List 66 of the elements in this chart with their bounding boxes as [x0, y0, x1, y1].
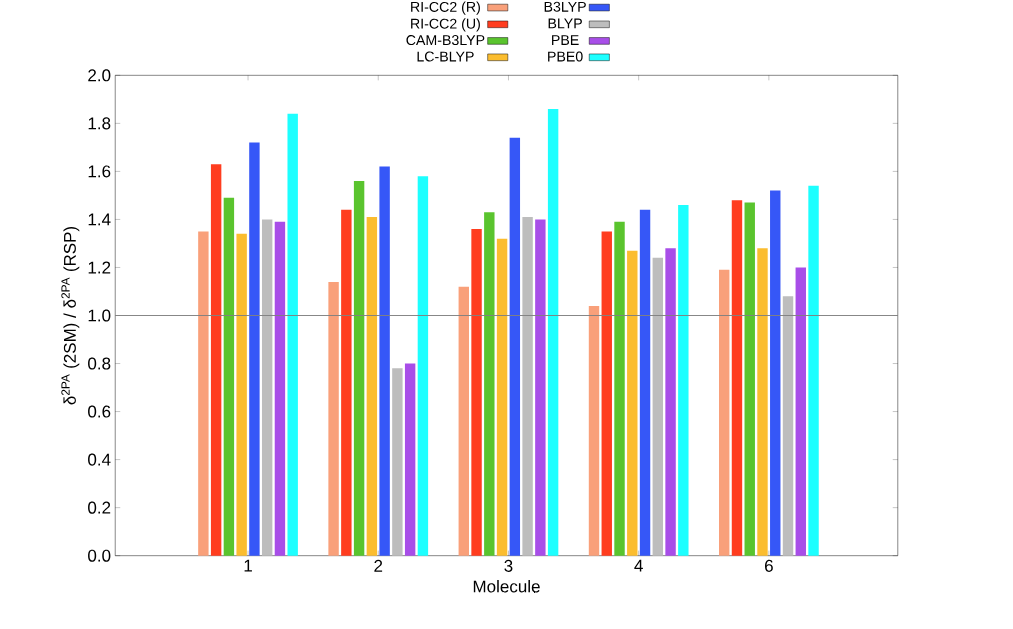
- bar: [366, 216, 378, 556]
- y-tick-label: 1.8: [88, 117, 111, 130]
- bar: [417, 176, 429, 556]
- bar: [392, 368, 403, 556]
- bar: [639, 209, 651, 556]
- bar: [287, 113, 298, 556]
- legend-label: PBE: [552, 35, 579, 45]
- bar: [274, 221, 286, 556]
- y-tick-label: 1.6: [88, 165, 111, 178]
- bar: [719, 269, 730, 556]
- bar: [795, 267, 806, 556]
- legend-label: B3LYP: [544, 1, 586, 12]
- bar: [341, 209, 352, 556]
- bar: [261, 219, 273, 556]
- bar: [808, 185, 819, 556]
- legend-label: RI-CC2 (R): [411, 1, 480, 15]
- y-tick-label: 0.4: [88, 453, 111, 466]
- bar: [484, 212, 495, 556]
- bar: [547, 108, 559, 556]
- x-tick-label: 3: [504, 559, 513, 572]
- x-tick-label: 6: [765, 559, 773, 572]
- bar: [509, 137, 521, 556]
- bar: [601, 231, 612, 556]
- legend-label: PBE0: [548, 51, 583, 62]
- bar: [665, 248, 676, 556]
- bar: [404, 363, 416, 556]
- bar: [328, 281, 339, 556]
- bar: [757, 248, 768, 556]
- x-tick-label: 2: [374, 559, 383, 572]
- y-tick-label: 1.4: [88, 213, 111, 226]
- bar: [458, 286, 469, 556]
- legend-label: BLYP: [548, 18, 582, 29]
- bar: [210, 164, 222, 556]
- bar: [627, 250, 638, 556]
- legend-label: RI-CC2 (U): [411, 18, 480, 32]
- legend-label: CAM-B3LYP: [406, 34, 485, 46]
- x-axis-title: Molecule: [473, 579, 540, 593]
- bar: [471, 228, 482, 556]
- bar: [223, 197, 235, 556]
- y-tick-label: 1.2: [88, 261, 111, 274]
- y-tick-label: 0.8: [88, 357, 111, 370]
- y-tick-label: 1.0: [88, 309, 111, 322]
- y-tick-label: 0.0: [88, 549, 111, 562]
- bar: [731, 200, 743, 556]
- y-axis-title: δ$^{2PA}$ (2SM) / δ$^{2PA}$ (RSP): [61, 226, 80, 405]
- bar: [496, 238, 508, 556]
- y-tick-label: 0.6: [88, 405, 111, 418]
- bar: [652, 257, 664, 556]
- bar: [249, 142, 260, 556]
- y-tick-label: 0.2: [88, 501, 111, 514]
- bar: [522, 216, 533, 556]
- bar: [588, 305, 600, 556]
- x-tick-label: 1: [244, 559, 252, 572]
- bar: [782, 296, 794, 556]
- bar: [379, 166, 390, 556]
- y-tick-label: 2.0: [88, 69, 111, 82]
- bar: [770, 190, 781, 556]
- bar: [744, 202, 755, 556]
- x-tick-label: 4: [634, 559, 643, 572]
- bar: [535, 219, 546, 556]
- bar: [353, 180, 365, 556]
- bar: [614, 221, 625, 556]
- bar: [236, 233, 247, 556]
- bar: [678, 204, 689, 556]
- bar: [198, 231, 209, 556]
- legend-label: LC-BLYP: [417, 51, 474, 62]
